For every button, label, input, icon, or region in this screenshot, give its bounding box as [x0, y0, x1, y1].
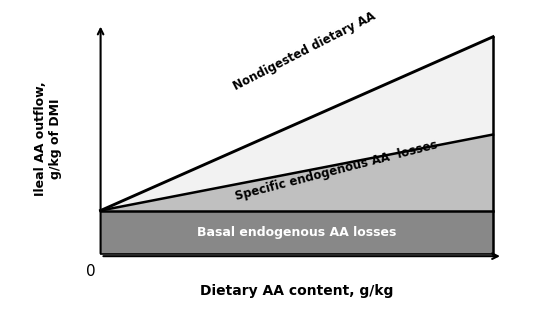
Text: Ileal AA outflow,
g/kg of DMI: Ileal AA outflow, g/kg of DMI — [34, 81, 62, 196]
Text: 0: 0 — [86, 264, 96, 279]
Text: Specific endogenous AA  losses: Specific endogenous AA losses — [234, 139, 439, 203]
Text: Nondigested dietary AA: Nondigested dietary AA — [231, 10, 378, 93]
Polygon shape — [100, 37, 493, 211]
Text: Basal endogenous AA losses: Basal endogenous AA losses — [197, 226, 396, 239]
Polygon shape — [100, 134, 493, 211]
Polygon shape — [100, 211, 493, 254]
Text: Dietary AA content, g/kg: Dietary AA content, g/kg — [200, 285, 394, 298]
